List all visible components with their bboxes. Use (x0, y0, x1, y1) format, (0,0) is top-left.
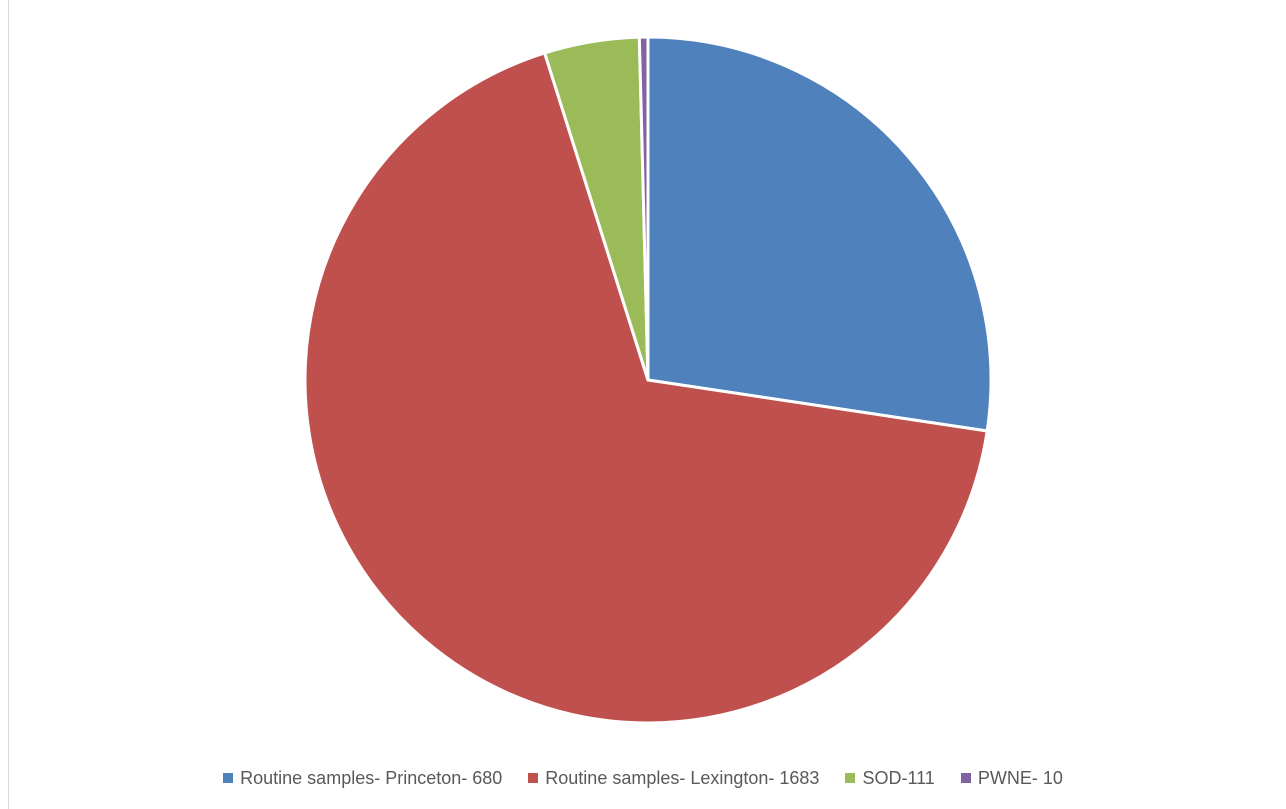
pie-slice-lexington (303, 51, 989, 725)
legend-label-pwne: PWNE- 10 (977, 767, 1063, 788)
legend-label-princeton: Routine samples- Princeton- 680 (240, 767, 503, 788)
legend-label-sod: SOD-111 (862, 767, 935, 788)
legend-item-lexington: Routine samples- Lexington- 1683 (528, 768, 819, 789)
legend-item-princeton: Routine samples- Princeton- 680 (223, 768, 502, 789)
legend-item-pwne: PWNE- 10 (960, 767, 1063, 789)
chart-frame-edge (8, 0, 9, 809)
legend-swatch-sod (845, 773, 856, 783)
legend-swatch-princeton (223, 773, 234, 783)
pie-slice-pwne (637, 35, 650, 382)
legend-swatch-pwne (960, 773, 971, 783)
legend: Routine samples- Princeton- 680 Routine … (0, 764, 1286, 792)
legend-item-sod: SOD-111 (845, 767, 935, 789)
pie-slice-princeton (646, 35, 993, 433)
legend-label-lexington: Routine samples- Lexington- 1683 (545, 767, 820, 788)
legend-swatch-lexington (528, 773, 539, 783)
